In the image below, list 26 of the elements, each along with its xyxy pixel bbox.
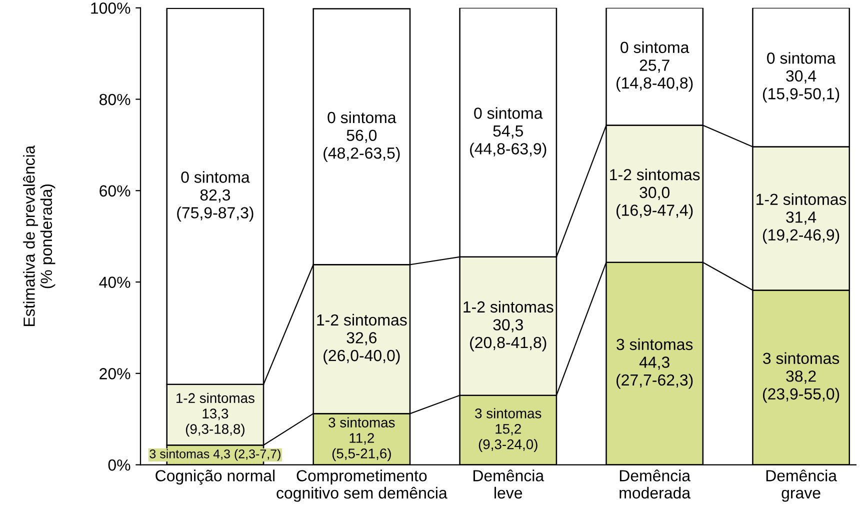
data-label: 1-2 sintomas 30,3 (20,8-41,8) <box>464 300 554 352</box>
y-tick-label: 80% <box>100 94 130 106</box>
y-axis-title: Estimativa de prevalência (% ponderada) <box>23 145 56 326</box>
data-label: 1-2 sintomas 32,6 (26,0-40,0) <box>317 314 407 364</box>
x-tick-label: Demência grave <box>766 470 837 502</box>
data-label: 1-2 sintomas 31,4 (19,2-46,9) <box>756 193 846 244</box>
data-label: 0 sintoma 30,4 (15,9-50,1) <box>762 52 840 103</box>
data-label: 3 sintomas 38,2 (23,9-55,0) <box>762 352 840 403</box>
data-label: 3 sintomas 44,3 (27,7-62,3) <box>616 338 693 389</box>
data-label: 3 sintomas 11,2 (5,5-21,6) <box>328 417 395 462</box>
x-tick-label: Comprometimento cognitivo sem demência <box>276 470 448 502</box>
x-tick-label: Demência moderada <box>620 470 691 499</box>
data-label: 0 sintoma 82,3 (75,9-87,3) <box>177 171 254 222</box>
y-tick-label: 0% <box>108 459 130 471</box>
y-tick-label: 40% <box>99 276 130 288</box>
x-tick-label: Demência leve <box>473 470 544 499</box>
y-tick-label: 100% <box>91 2 130 14</box>
data-label: 0 sintoma 25,7 (14,8-40,8) <box>616 41 693 92</box>
data-label: 0 sintoma 54,5 (44,8-63,9) <box>470 107 546 158</box>
data-label: 1-2 sintomas 13,3 (9,3-18,8) <box>176 392 254 437</box>
x-tick-label: Cognição normal <box>156 470 275 485</box>
data-label: 3 sintomas 15,2 (9,3-24,0) <box>475 408 542 452</box>
y-tick-label: 20% <box>100 368 130 380</box>
y-tick-label: 60% <box>100 185 130 197</box>
data-label: 1-2 sintomas 30,0 (16,9-47,4) <box>610 168 700 220</box>
data-label: 0 sintoma 56,0 (48,2-63,5) <box>324 111 400 162</box>
